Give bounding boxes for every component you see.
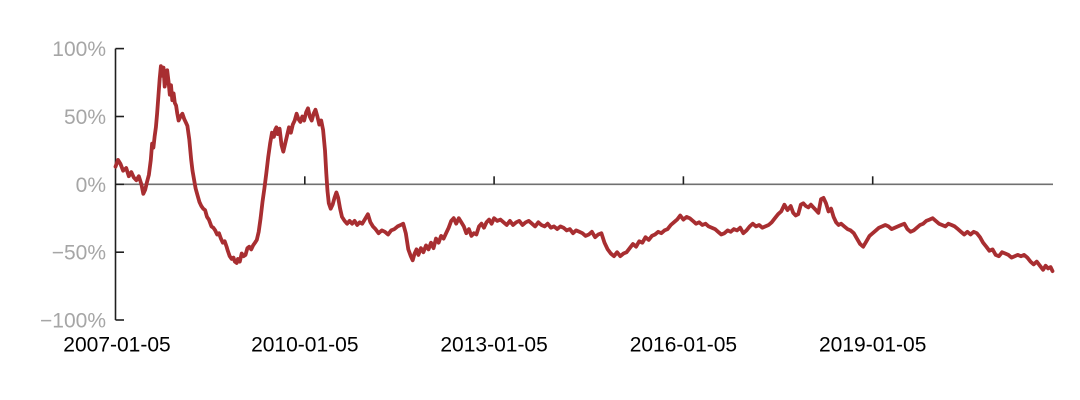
y-tick-label: −50% (52, 242, 106, 265)
series-line (113, 64, 1055, 274)
y-tick-label: 50% (64, 106, 106, 129)
x-tick-label: 2019-01-05 (819, 334, 926, 357)
y-tick-label: −100% (40, 310, 106, 333)
series-group (113, 64, 1055, 274)
x-tick-label: 2010-01-05 (251, 334, 358, 357)
x-tick-label: 2016-01-05 (630, 334, 737, 357)
x-tick-label: 2007-01-05 (63, 334, 170, 357)
x-tick-label: 2013-01-05 (440, 334, 547, 357)
y-tick-label: 0% (76, 174, 106, 197)
tick-labels-group: 100% 50% 0% −50% −100%2007-01-05 2010-01-05 20… (40, 38, 926, 356)
axes-group (114, 47, 874, 321)
y-tick-label: 100% (52, 38, 106, 61)
